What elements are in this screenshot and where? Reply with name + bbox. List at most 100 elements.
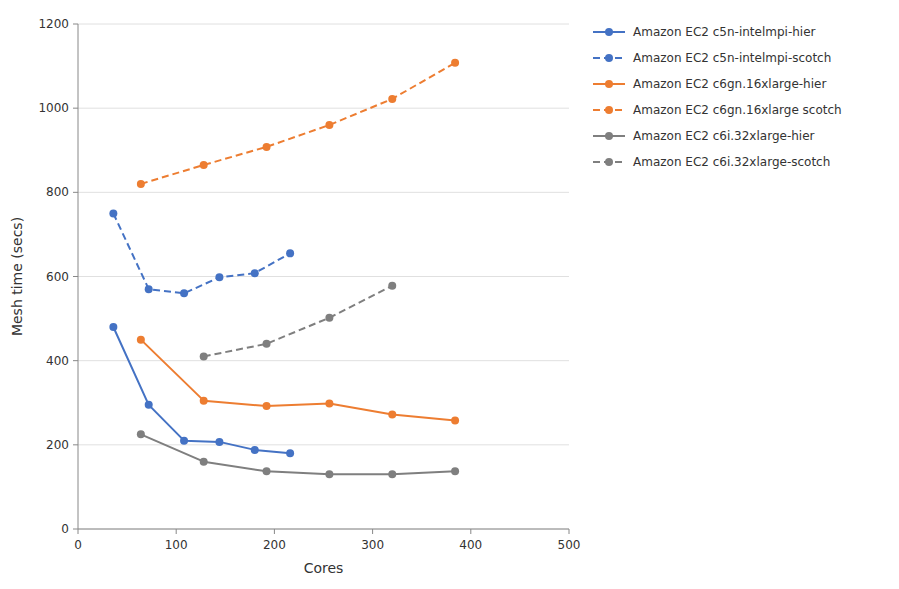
- chart-container: 0100200300400500020040060080010001200Cor…: [0, 0, 899, 589]
- data-point: [200, 397, 208, 405]
- x-tick: [470, 529, 471, 534]
- data-point: [251, 446, 259, 454]
- y-grid-line: [78, 276, 569, 277]
- data-point: [388, 411, 396, 419]
- series-line: [141, 340, 455, 421]
- y-tick: [73, 360, 78, 361]
- y-grid-line: [78, 192, 569, 193]
- legend-item: Amazon EC2 c6gn.16xlarge-hier: [593, 77, 826, 91]
- data-point: [263, 467, 271, 475]
- data-point: [180, 289, 188, 297]
- series-line: [141, 434, 455, 474]
- plot-area: [109, 59, 459, 479]
- data-point: [388, 282, 396, 290]
- data-point: [215, 273, 223, 281]
- legend: Amazon EC2 c5n-intelmpi-hier Amazon EC2 c…: [593, 25, 842, 169]
- legend-marker: [605, 28, 613, 36]
- x-tick: [274, 529, 275, 534]
- data-point: [251, 269, 259, 277]
- series: [137, 430, 459, 478]
- data-point: [263, 402, 271, 410]
- x-tick-label: 300: [361, 538, 384, 552]
- data-point: [286, 449, 294, 457]
- data-point: [325, 314, 333, 322]
- x-tick-label: 200: [263, 538, 286, 552]
- x-tick-label: 400: [459, 538, 482, 552]
- data-point: [137, 430, 145, 438]
- legend-marker: [605, 158, 613, 166]
- y-tick-label: 200: [46, 438, 69, 452]
- legend-label: Amazon EC2 c6i.32xlarge-scotch: [633, 155, 830, 169]
- axes: 0100200300400500020040060080010001200: [38, 17, 580, 552]
- chart-svg: 0100200300400500020040060080010001200Cor…: [0, 0, 899, 589]
- series: [200, 282, 397, 361]
- y-tick-label: 0: [61, 522, 69, 536]
- x-axis-label: Cores: [304, 560, 344, 576]
- x-tick-label: 500: [558, 538, 581, 552]
- x-tick: [176, 529, 177, 534]
- data-point: [215, 438, 223, 446]
- y-tick: [73, 24, 78, 25]
- y-tick: [73, 108, 78, 109]
- data-point: [388, 95, 396, 103]
- legend-item: Amazon EC2 c6i.32xlarge-scotch: [593, 155, 830, 169]
- legend-label: Amazon EC2 c5n-intelmpi-hier: [633, 25, 816, 39]
- y-tick-label: 800: [46, 185, 69, 199]
- grid: [78, 24, 569, 529]
- data-point: [145, 401, 153, 409]
- data-point: [325, 470, 333, 478]
- x-tick: [78, 529, 79, 534]
- legend-item: Amazon EC2 c5n-intelmpi-scotch: [593, 51, 831, 65]
- y-grid-line: [78, 108, 569, 109]
- legend-marker: [605, 106, 613, 114]
- legend-item: Amazon EC2 c5n-intelmpi-hier: [593, 25, 816, 39]
- legend-label: Amazon EC2 c6gn.16xlarge scotch: [633, 103, 842, 117]
- data-point: [200, 458, 208, 466]
- x-tick: [372, 529, 373, 534]
- legend-label: Amazon EC2 c6i.32xlarge-hier: [633, 129, 815, 143]
- y-tick: [73, 276, 78, 277]
- series-line: [113, 213, 290, 293]
- series-line: [204, 286, 393, 357]
- legend-label: Amazon EC2 c5n-intelmpi-scotch: [633, 51, 831, 65]
- data-point: [109, 209, 117, 217]
- y-axis-label: Mesh time (secs): [9, 217, 25, 336]
- y-grid-line: [78, 444, 569, 445]
- data-point: [200, 352, 208, 360]
- x-axis-line: [78, 529, 569, 530]
- data-point: [145, 285, 153, 293]
- y-grid-line: [78, 529, 569, 530]
- data-point: [200, 161, 208, 169]
- data-point: [451, 467, 459, 475]
- data-point: [180, 437, 188, 445]
- data-point: [263, 340, 271, 348]
- legend-label: Amazon EC2 c6gn.16xlarge-hier: [633, 77, 826, 91]
- data-point: [137, 180, 145, 188]
- x-tick-label: 0: [74, 538, 82, 552]
- series: [109, 323, 294, 457]
- data-point: [325, 121, 333, 129]
- y-tick: [73, 529, 78, 530]
- series-line: [141, 63, 455, 184]
- y-tick-label: 400: [46, 354, 69, 368]
- data-point: [325, 400, 333, 408]
- x-tick-label: 100: [165, 538, 188, 552]
- legend-marker: [605, 80, 613, 88]
- data-point: [388, 470, 396, 478]
- data-point: [137, 336, 145, 344]
- series-line: [113, 327, 290, 453]
- legend-item: Amazon EC2 c6gn.16xlarge scotch: [593, 103, 842, 117]
- series: [137, 336, 459, 425]
- y-tick: [73, 444, 78, 445]
- y-tick-label: 600: [46, 270, 69, 284]
- series: [137, 59, 459, 188]
- data-point: [286, 249, 294, 257]
- y-tick: [73, 192, 78, 193]
- data-point: [451, 416, 459, 424]
- series: [109, 209, 294, 297]
- data-point: [451, 59, 459, 67]
- legend-item: Amazon EC2 c6i.32xlarge-hier: [593, 129, 815, 143]
- y-tick-label: 1000: [38, 101, 69, 115]
- legend-marker: [605, 132, 613, 140]
- y-grid-line: [78, 360, 569, 361]
